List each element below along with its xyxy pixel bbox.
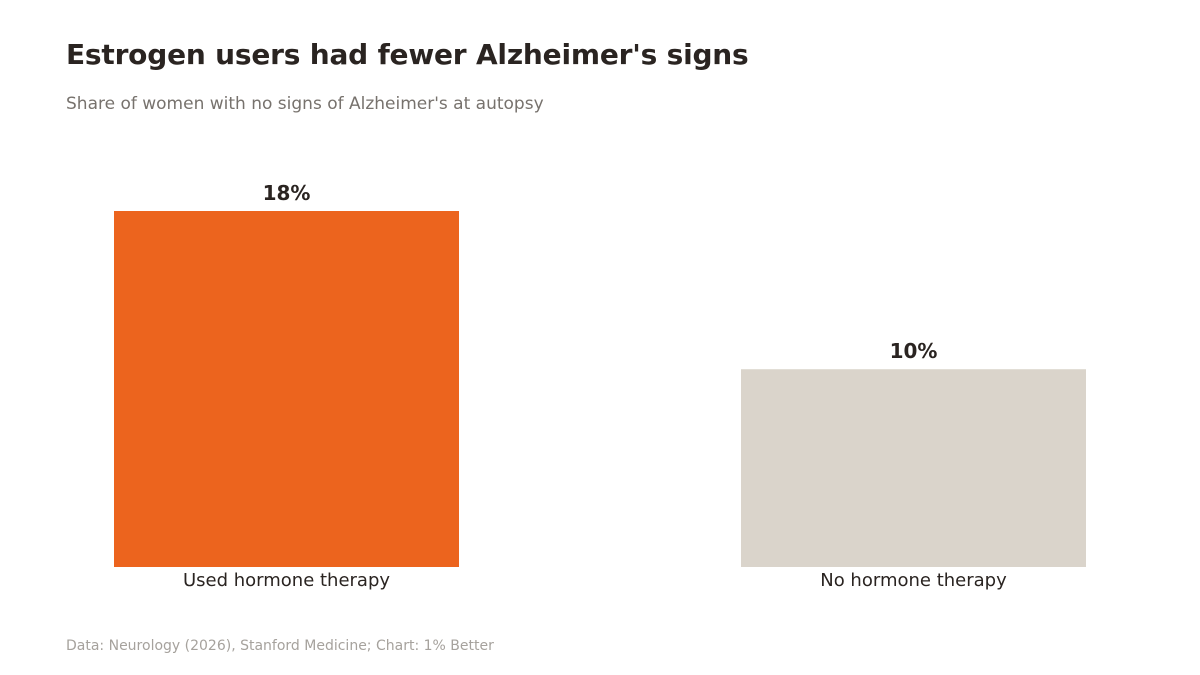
category-label: Used hormone therapy [183,570,390,591]
category-label: No hormone therapy [820,570,1007,591]
bars-group [114,211,1086,567]
bar-used-hormone-therapy [114,211,459,567]
bar-no-hormone-therapy [741,369,1086,567]
category-labels-group: Used hormone therapy No hormone therapy [183,570,1007,591]
value-label: 18% [263,181,311,205]
chart-title: Estrogen users had fewer Alzheimer's sig… [66,38,749,71]
value-labels-group: 18% 10% [263,181,938,363]
chart-subtitle: Share of women with no signs of Alzheime… [66,94,544,114]
value-label: 10% [890,339,938,363]
source-note: Data: Neurology (2026), Stanford Medicin… [66,638,494,654]
